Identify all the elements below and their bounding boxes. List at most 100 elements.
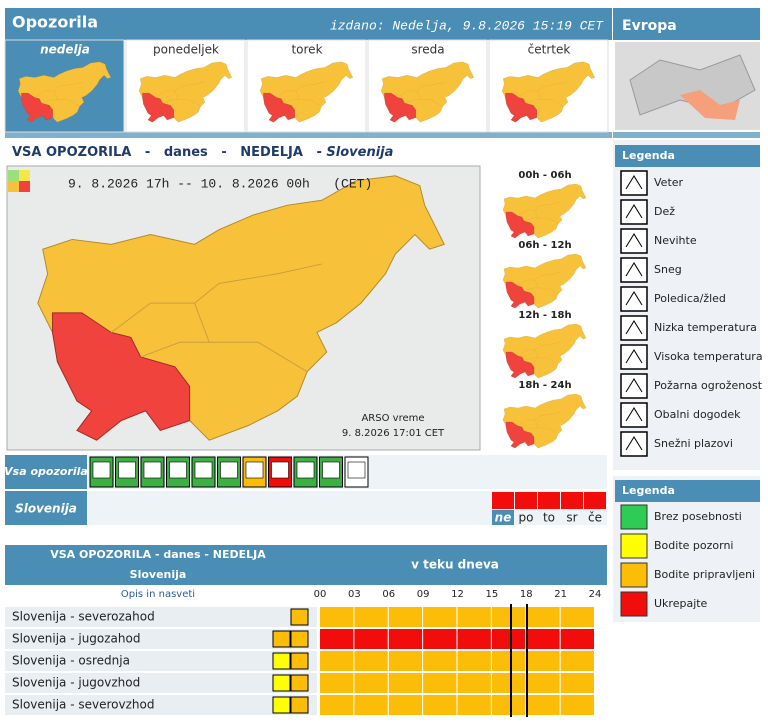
legend-swatch bbox=[620, 591, 648, 617]
description-header[interactable]: Opis in nasveti bbox=[121, 589, 195, 600]
row-icon bbox=[272, 652, 291, 670]
legend-label: Požarna ogroženost bbox=[654, 379, 763, 392]
row-name-cell bbox=[5, 695, 317, 715]
timeline-cell bbox=[491, 651, 526, 671]
row-icon bbox=[290, 630, 309, 648]
legend-glyph bbox=[625, 320, 643, 335]
level-swatch bbox=[19, 170, 30, 181]
hour-label: 24 bbox=[589, 589, 602, 600]
day-tab-label: ponedeljek bbox=[153, 43, 219, 57]
legend-label: Dež bbox=[654, 205, 675, 218]
timeline-cell bbox=[526, 673, 560, 693]
timeline-cell bbox=[388, 673, 423, 693]
day-abbr: ne bbox=[495, 511, 512, 525]
legend-icon bbox=[620, 344, 648, 370]
row-icon bbox=[290, 674, 309, 692]
timeline-cell bbox=[526, 651, 560, 671]
timeline-cell bbox=[457, 673, 491, 693]
legend-glyph bbox=[625, 349, 643, 364]
timeline-cell bbox=[423, 651, 457, 671]
timeline-cell bbox=[560, 673, 594, 693]
timeline-cell bbox=[388, 607, 423, 627]
timeline-cell bbox=[354, 651, 388, 671]
day-level[interactable] bbox=[515, 492, 537, 509]
timeline-cell bbox=[423, 607, 457, 627]
timeline-cell bbox=[320, 651, 354, 671]
legend-icon bbox=[620, 228, 648, 254]
legend-label: Visoka temperatura bbox=[654, 350, 763, 363]
legend-title: Legenda bbox=[622, 149, 675, 162]
row-name-cell bbox=[5, 651, 317, 671]
legend-glyph bbox=[625, 436, 643, 451]
hour-label: 06 bbox=[382, 589, 395, 600]
row-name[interactable]: Slovenija - jugovzhod bbox=[12, 676, 140, 690]
map-period: 9. 8.2026 17h -- 10. 8.2026 00h (CET) bbox=[68, 176, 372, 191]
timeline-cell bbox=[491, 695, 526, 715]
hour-label: 12 bbox=[451, 589, 464, 600]
level-swatch bbox=[8, 170, 19, 181]
table-header bbox=[5, 545, 607, 585]
day-selected bbox=[492, 510, 514, 525]
timeline-cell bbox=[354, 629, 388, 649]
hazard-icon-inner bbox=[322, 461, 340, 479]
timeline-cell bbox=[457, 629, 491, 649]
hazard-icon-inner bbox=[271, 461, 289, 479]
timeline-cell bbox=[560, 695, 594, 715]
row-name[interactable]: Slovenija - severovzhod bbox=[12, 698, 154, 712]
europe-header bbox=[613, 8, 760, 40]
row-name-cell bbox=[5, 607, 317, 627]
legend-glyph bbox=[625, 262, 643, 277]
timeline-cell bbox=[423, 695, 457, 715]
hazard-icon-inner bbox=[169, 461, 187, 479]
day-level[interactable] bbox=[538, 492, 560, 509]
day-abbr: to bbox=[543, 511, 555, 525]
timeline-cell bbox=[526, 607, 560, 627]
row-icon bbox=[290, 608, 309, 626]
timeline-cell bbox=[320, 607, 354, 627]
issued: izdano: Nedelja, 9.8.2026 15:19 CET bbox=[330, 18, 604, 33]
legend-header bbox=[615, 145, 760, 167]
legend-icon bbox=[620, 170, 648, 196]
row-icon bbox=[272, 630, 291, 648]
row-icon bbox=[272, 696, 291, 714]
timeline-cell bbox=[320, 673, 354, 693]
legend-label: Obalni dogodek bbox=[654, 408, 741, 421]
timeline-cell bbox=[457, 607, 491, 627]
hazard-icon-inner bbox=[220, 461, 238, 479]
timeline-title: v teku dneva bbox=[411, 558, 499, 572]
day-level[interactable] bbox=[492, 492, 514, 509]
day-level[interactable] bbox=[561, 492, 583, 509]
hazard-icon-inner bbox=[143, 461, 162, 479]
legend-glyph bbox=[625, 378, 643, 393]
row-name-cell bbox=[5, 629, 317, 649]
section-title-text: VSA OPOZORILA - danes - NEDELJA - bbox=[12, 145, 322, 160]
summary-all-label: Vsa opozorila bbox=[4, 465, 88, 478]
legend-label: Nevihte bbox=[654, 234, 697, 247]
hour-label: 18 bbox=[520, 589, 533, 600]
row-icon bbox=[272, 674, 291, 692]
legend-glyph bbox=[625, 175, 643, 190]
legend-glyph bbox=[625, 407, 643, 422]
europe-land bbox=[629, 54, 756, 116]
day-abbr: po bbox=[519, 511, 534, 525]
timeline-cell bbox=[354, 607, 388, 627]
legend-label: Veter bbox=[654, 176, 684, 189]
hour-label: 15 bbox=[486, 589, 499, 600]
separator bbox=[613, 132, 760, 138]
europe-title[interactable]: Evropa bbox=[622, 18, 677, 34]
section-region: Slovenija bbox=[326, 145, 393, 160]
timeline-cell bbox=[457, 695, 491, 715]
day-level[interactable] bbox=[584, 492, 606, 509]
hour-label: 03 bbox=[348, 589, 361, 600]
summary-region-box bbox=[5, 491, 87, 525]
hazard-icon-inner bbox=[194, 461, 213, 479]
row-name[interactable]: Slovenija - severozahod bbox=[12, 610, 155, 624]
legend-swatch bbox=[620, 562, 648, 588]
row-name[interactable]: Slovenija - jugozahod bbox=[12, 632, 140, 646]
hour-label: 00 bbox=[314, 589, 327, 600]
legend-glyph bbox=[625, 233, 643, 248]
legend-icon bbox=[620, 286, 648, 312]
row-name[interactable]: Slovenija - osrednja bbox=[12, 654, 130, 668]
time-slot-label: 00h - 06h bbox=[518, 170, 571, 181]
